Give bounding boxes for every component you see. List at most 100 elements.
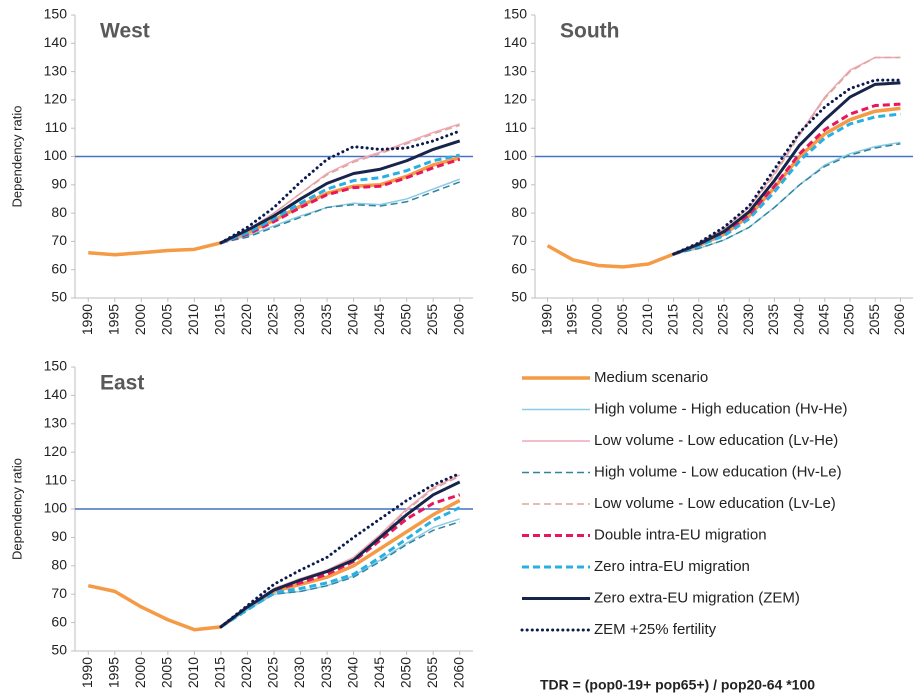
series-line xyxy=(220,480,461,629)
series-line xyxy=(219,129,462,245)
x-tick-label: 2045 xyxy=(816,304,832,335)
x-tick-label: 2030 xyxy=(291,304,307,335)
series-line xyxy=(220,181,460,244)
y-tick-label: 50 xyxy=(511,289,527,305)
y-tick-label: 150 xyxy=(504,6,528,22)
x-tick-label: 2040 xyxy=(344,304,360,335)
y-tick-label: 90 xyxy=(51,176,67,192)
x-tick-label: 2035 xyxy=(318,657,334,688)
y-tick-label: 120 xyxy=(504,91,528,107)
y-tick-label: 50 xyxy=(51,289,67,305)
series-line xyxy=(672,78,902,256)
panel-title: South xyxy=(560,20,619,43)
x-tick-label: 2000 xyxy=(132,304,148,335)
legend-label: High volume - Low education (Hv-Le) xyxy=(594,463,842,480)
x-tick-label: 2010 xyxy=(185,304,201,335)
y-tick-label: 70 xyxy=(51,585,67,601)
series-line xyxy=(220,139,461,245)
y-tick-label: 120 xyxy=(44,443,68,459)
series-line xyxy=(220,157,461,245)
y-tick-label: 80 xyxy=(511,204,527,220)
y-tick-label: 70 xyxy=(51,232,67,248)
x-tick-label: 2015 xyxy=(212,304,228,335)
legend-label: Low volume - Low education (Lv-Le) xyxy=(594,495,836,512)
x-tick-label: 2050 xyxy=(397,304,413,335)
x-tick-label: 2055 xyxy=(866,304,882,335)
x-tick-label: 1990 xyxy=(538,304,554,335)
x-tick-label: 2035 xyxy=(318,304,334,335)
y-axis-label: Dependency ratio xyxy=(9,458,24,560)
legend-label: Double intra-EU migration xyxy=(594,526,767,543)
x-tick-label: 2055 xyxy=(424,657,440,688)
legend-label: ZEM +25% fertility xyxy=(594,621,717,638)
x-tick-label: 2010 xyxy=(185,657,201,688)
x-tick-label: 2020 xyxy=(238,304,254,335)
x-tick-label: 2000 xyxy=(132,657,148,688)
y-tick-label: 60 xyxy=(51,613,67,629)
y-tick-label: 90 xyxy=(51,528,67,544)
y-axis-label: Dependency ratio xyxy=(9,106,24,208)
y-tick-label: 110 xyxy=(45,119,68,135)
y-tick-label: 140 xyxy=(504,34,528,50)
x-tick-label: 2025 xyxy=(265,304,281,335)
x-tick-label: 2025 xyxy=(715,304,731,335)
y-tick-label: 130 xyxy=(504,62,528,78)
x-tick-label: 2035 xyxy=(765,304,781,335)
series-line xyxy=(673,143,901,255)
x-tick-label: 2040 xyxy=(344,657,360,688)
y-tick-label: 130 xyxy=(44,415,68,431)
x-tick-label: 2020 xyxy=(690,304,706,335)
x-tick-label: 2005 xyxy=(614,304,630,335)
x-tick-label: 2005 xyxy=(159,657,175,688)
panel-title: East xyxy=(100,372,144,395)
x-tick-label: 2060 xyxy=(891,304,907,335)
footnote: TDR = (pop0-19+ pop65+) / pop20-64 *100 xyxy=(540,677,815,693)
series-line xyxy=(220,506,461,629)
x-tick-label: 1990 xyxy=(79,304,95,335)
y-tick-label: 80 xyxy=(51,204,67,220)
y-tick-label: 150 xyxy=(44,6,68,22)
x-tick-label: 2030 xyxy=(740,304,756,335)
series-line xyxy=(673,112,901,256)
legend-label: Zero intra-EU migration xyxy=(594,558,750,575)
y-tick-label: 90 xyxy=(511,176,527,192)
x-tick-label: 2060 xyxy=(450,304,466,335)
y-tick-label: 150 xyxy=(44,358,68,374)
legend-label: Low volume - Low education (Lv-He) xyxy=(594,432,838,449)
x-tick-label: 2055 xyxy=(424,304,440,335)
x-tick-label: 2015 xyxy=(664,304,680,335)
y-tick-label: 100 xyxy=(44,500,68,516)
x-tick-label: 2025 xyxy=(265,657,281,688)
legend-label: High volume - High education (Hv-He) xyxy=(594,400,847,417)
x-tick-label: 2015 xyxy=(212,657,228,688)
series-line xyxy=(673,56,901,255)
x-tick-label: 1995 xyxy=(106,304,122,335)
x-tick-label: 1995 xyxy=(106,657,122,688)
series-line xyxy=(219,472,462,629)
legend-label: Medium scenario xyxy=(594,369,708,386)
y-tick-label: 100 xyxy=(44,147,68,163)
y-tick-label: 110 xyxy=(45,471,68,487)
series-line xyxy=(220,493,461,629)
x-tick-label: 1995 xyxy=(564,304,580,335)
y-tick-label: 100 xyxy=(504,147,528,163)
x-tick-label: 2030 xyxy=(291,657,307,688)
y-tick-label: 120 xyxy=(44,91,68,107)
x-tick-label: 2010 xyxy=(639,304,655,335)
panel-title: West xyxy=(100,20,150,43)
y-tick-label: 140 xyxy=(44,386,68,402)
y-tick-label: 140 xyxy=(44,34,68,50)
y-tick-label: 80 xyxy=(51,557,67,573)
x-tick-label: 2020 xyxy=(238,657,254,688)
x-tick-label: 2005 xyxy=(159,304,175,335)
y-tick-label: 60 xyxy=(51,260,67,276)
series-line xyxy=(673,102,901,256)
y-tick-label: 50 xyxy=(51,642,67,658)
series-line xyxy=(546,106,901,269)
x-tick-label: 2000 xyxy=(589,304,605,335)
x-tick-label: 2040 xyxy=(790,304,806,335)
series-line xyxy=(673,81,901,256)
x-tick-label: 2060 xyxy=(450,657,466,688)
x-tick-label: 2050 xyxy=(841,304,857,335)
